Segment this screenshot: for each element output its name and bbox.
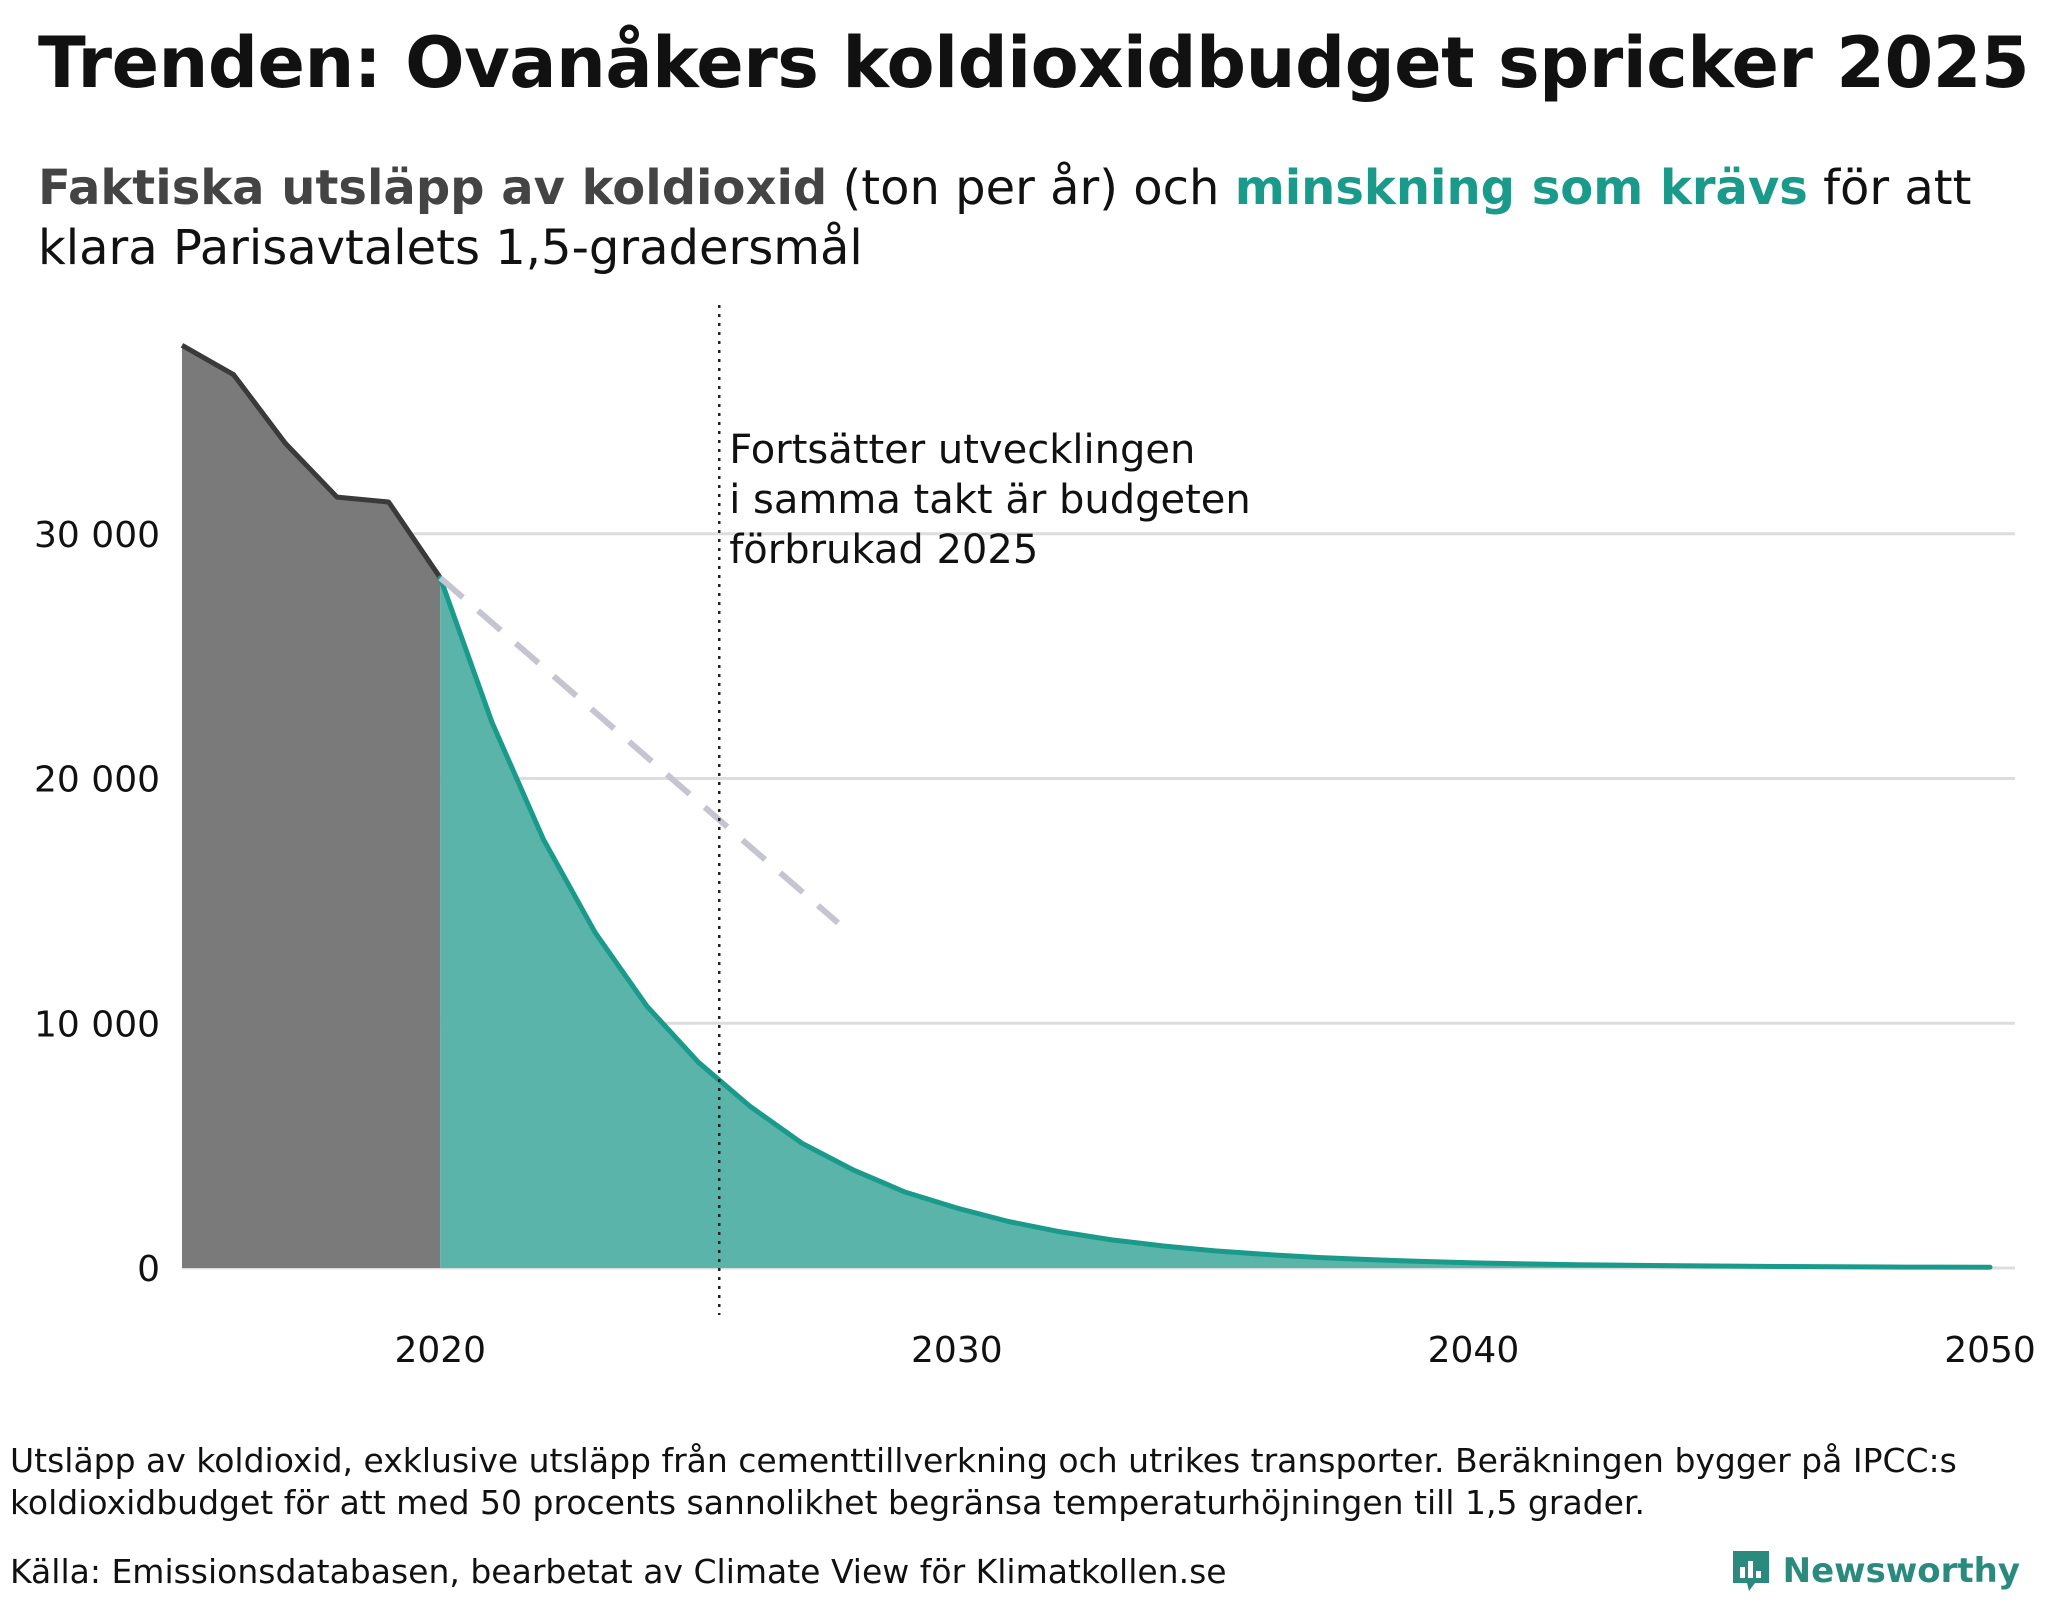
y-tick-label: 20 000 (34, 760, 160, 801)
x-tick-label: 2020 (394, 1330, 486, 1371)
source-text: Källa: Emissionsdatabasen, bearbetat av … (10, 1552, 1227, 1591)
actual-emissions-line (180, 343, 443, 580)
brand-name: Newsworthy (1782, 1551, 2020, 1591)
y-tick-label: 10 000 (34, 1004, 160, 1045)
y-tick-label: 0 (137, 1249, 160, 1290)
area-layer (182, 345, 1991, 1268)
footnote: Utsläpp av koldioxid, exklusive utsläpp … (10, 1441, 1957, 1522)
annotation-line: förbrukad 2025 (729, 527, 1038, 573)
y-tick-label: 30 000 (34, 515, 160, 556)
newsworthy-logo-icon (1732, 1551, 1769, 1591)
chart-title: Trenden: Ovanåkers koldioxidbudget spric… (38, 22, 2030, 104)
x-tick-label: 2050 (1944, 1330, 2036, 1371)
subtitle-actual-emissions: Faktiska utsläpp av koldioxid (38, 160, 828, 216)
annotation-line: Fortsätter utvecklingen (729, 427, 1195, 473)
subtitle-required-reduction: minskning som krävs (1234, 160, 1808, 216)
line-layer (180, 343, 1993, 1270)
x-tick-label: 2040 (1428, 1330, 1520, 1371)
actual-emissions-area (182, 345, 441, 1268)
axis-layer: 0 10 000 20 000 30 000 2020 2030 2040 2050 (34, 515, 2036, 1371)
required-reduction-area (440, 577, 1991, 1268)
brand-logo: Newsworthy (1729, 1546, 2020, 1596)
x-tick-label: 2030 (911, 1330, 1003, 1371)
emissions-chart: 0 10 000 20 000 30 000 2020 2030 2040 2050 Fort… (34, 305, 2036, 1371)
annotation-line: i samma takt är budgeten (729, 477, 1251, 523)
subtitle-units: (ton per år) och (827, 160, 1235, 216)
subtitle-rest: för att klara Parisavtalets 1,5-gradersm… (38, 160, 1972, 276)
chart-subtitle: Faktiska utsläpp av koldioxid (ton per å… (38, 158, 2028, 278)
trend-dashed-line (438, 575, 841, 926)
